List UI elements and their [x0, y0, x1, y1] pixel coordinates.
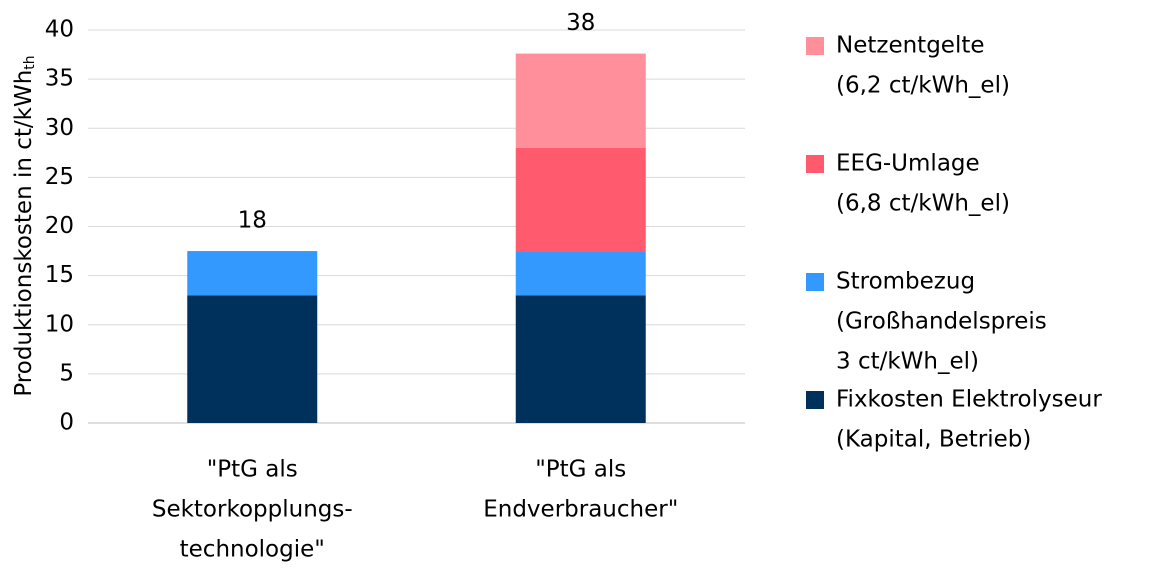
y-tick-label: 30	[45, 115, 74, 141]
legend-swatch	[806, 273, 824, 291]
y-tick-label: 20	[45, 213, 74, 239]
legend-label: (6,2 ct/kWh_el)	[836, 73, 1010, 99]
legend-label: EEG-Umlage	[836, 151, 980, 177]
y-tick-label: 40	[45, 17, 74, 43]
legend-swatch	[806, 37, 824, 55]
legend-label: (Großhandelspreis	[836, 309, 1047, 335]
legend-swatch	[806, 391, 824, 409]
y-axis-label: Produktionskosten in ct/kWhth	[11, 55, 39, 396]
legend-label: 3 ct/kWh_el)	[836, 349, 979, 375]
x-tick-label: "PtG als	[207, 457, 298, 483]
total-label: 38	[566, 10, 595, 36]
legend-label: (Kapital, Betrieb)	[836, 427, 1031, 453]
y-tick-label: 5	[59, 360, 74, 386]
y-tick-label: 35	[45, 66, 74, 92]
y-axis-label-main: Produktionskosten in ct/kWh	[11, 70, 37, 397]
bar-segment	[515, 251, 646, 296]
x-tick-label: Endverbraucher"	[483, 497, 678, 523]
bar-segment	[187, 295, 318, 423]
bar-segment	[515, 147, 646, 252]
y-tick-label: 15	[45, 262, 74, 288]
y-axis-label-sub: th	[22, 55, 38, 69]
x-tick-label: technologie"	[180, 537, 325, 563]
bar-segment	[515, 295, 646, 423]
bar-segment	[515, 53, 646, 148]
legend-label: (6,8 ct/kWh_el)	[836, 191, 1010, 217]
bar-segment	[187, 251, 318, 296]
y-tick-label: 0	[59, 410, 74, 436]
y-tick-label: 10	[45, 311, 74, 337]
x-tick-label: "PtG als	[535, 457, 626, 483]
legend-swatch	[806, 155, 824, 173]
y-tick-label: 25	[45, 164, 74, 190]
legend-label: Fixkosten Elektrolyseur	[836, 387, 1102, 413]
total-label: 18	[238, 208, 267, 234]
x-tick-label: Sektorkopplungs-	[152, 497, 353, 523]
legend-label: Netzentgelte	[836, 33, 985, 59]
legend-label: Strombezug	[836, 269, 975, 295]
